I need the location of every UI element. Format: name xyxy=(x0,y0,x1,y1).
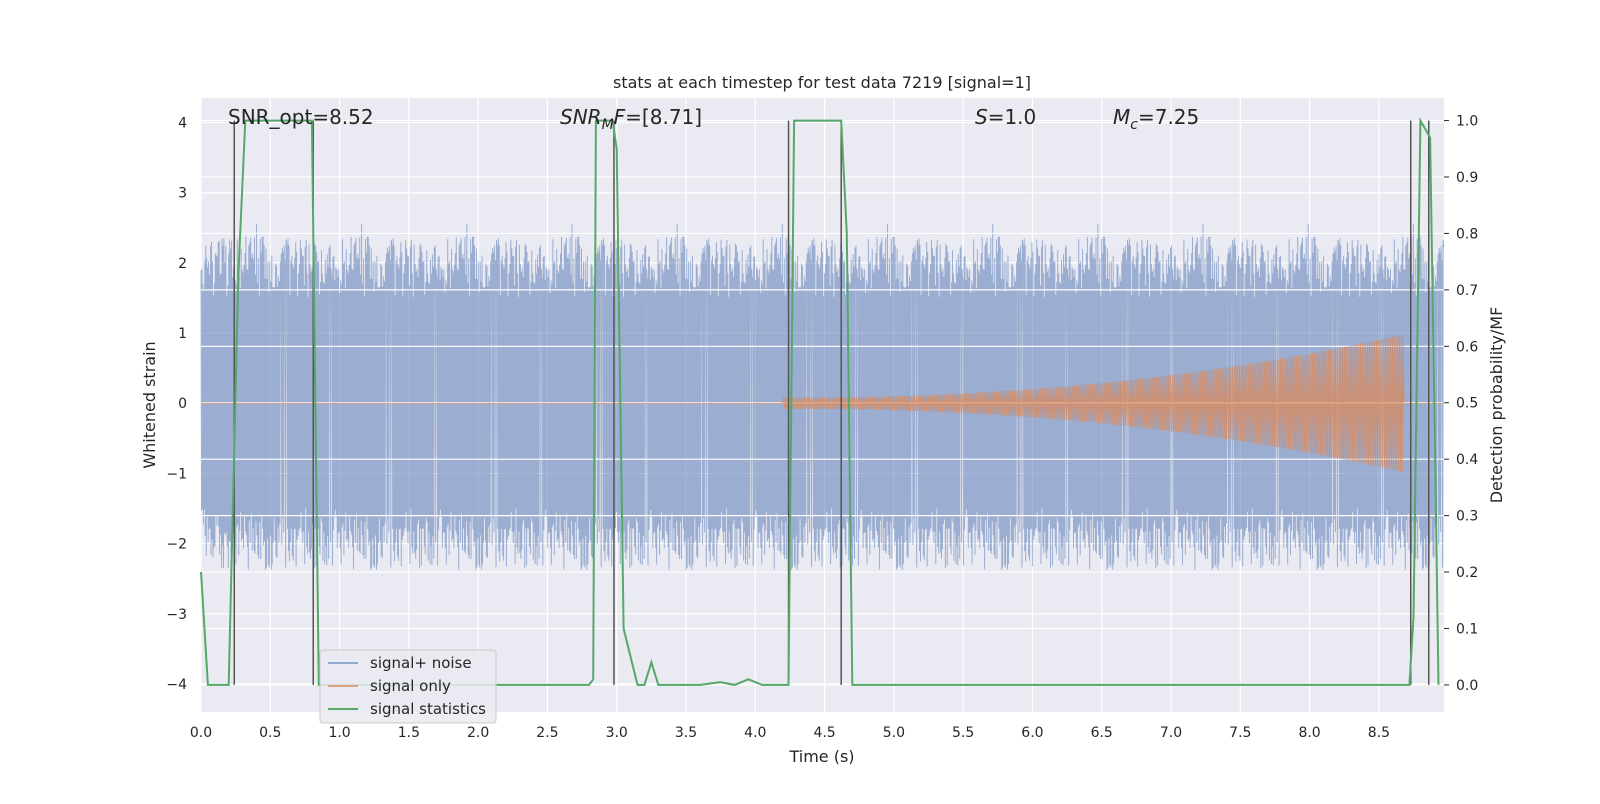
x-tick-label: 2.0 xyxy=(467,725,489,741)
y-tick-label: −4 xyxy=(166,677,187,693)
signal-noise-series xyxy=(200,224,1445,570)
x-tick-label: 2.5 xyxy=(536,725,558,741)
signal-only-line xyxy=(201,334,1444,472)
x-tick-label: 7.0 xyxy=(1160,725,1182,741)
x-tick-label: 0.0 xyxy=(190,725,212,741)
y-tick-label: −3 xyxy=(166,607,187,623)
y-tick-labels: 4 3 2 1 0 −1 −2 −3 −4 xyxy=(166,116,187,693)
legend: signal+ noise signal only signal statist… xyxy=(319,649,497,724)
x-tick-label: 8.0 xyxy=(1298,725,1320,741)
x-tick-label: 8.5 xyxy=(1368,725,1390,741)
x-tick-label: 3.5 xyxy=(675,725,697,741)
y2-tick-label: 0.7 xyxy=(1456,283,1478,299)
x-tick-label: 7.5 xyxy=(1229,725,1251,741)
x-tick-labels: 0.0 0.5 1.0 1.5 2.0 2.5 3.0 3.5 4.0 4.5 5.0 5.5 6.0 6… xyxy=(190,725,1390,741)
y2-tick-labels: 1.0 0.9 0.8 0.7 0.6 0.5 0.4 0.3 0.2 0.1 0.0 xyxy=(1444,114,1478,694)
annotation-s: S=1.0 xyxy=(975,105,1036,129)
x-tick-label: 4.0 xyxy=(744,725,766,741)
x-tick-label: 5.5 xyxy=(952,725,974,741)
y-tick-label: 2 xyxy=(178,256,187,272)
y2-tick-label: 1.0 xyxy=(1456,114,1478,130)
legend-label-stats: signal statistics xyxy=(370,700,486,718)
statistics-line xyxy=(200,116,1440,686)
x-tick-label: 6.0 xyxy=(1021,725,1043,741)
signal-only-series xyxy=(201,334,1444,472)
chart-title: stats at each timestep for test data 721… xyxy=(613,73,1031,92)
y-tick-label: −2 xyxy=(166,537,187,553)
x-tick-label: 1.0 xyxy=(328,725,350,741)
x-tick-label: 6.5 xyxy=(1091,725,1113,741)
x-axis-label: Time (s) xyxy=(788,747,854,766)
x-tick-label: 3.0 xyxy=(606,725,628,741)
y-tick-label: 0 xyxy=(178,396,187,412)
y2-tick-label: 0.9 xyxy=(1456,170,1478,186)
y2-tick-label: 0.5 xyxy=(1456,396,1478,412)
y2-tick-label: 0.3 xyxy=(1456,509,1478,525)
y2-tick-label: 0.2 xyxy=(1456,565,1478,581)
y2-tick-label: 0.1 xyxy=(1456,621,1478,637)
y2-tick-label: 0.6 xyxy=(1456,339,1478,355)
y2-tick-label: 0.4 xyxy=(1456,452,1478,468)
y-tick-label: 3 xyxy=(178,186,187,202)
y2-tick-label: 0.8 xyxy=(1456,226,1478,242)
y-axis-label: Whitened strain xyxy=(140,341,159,468)
y-tick-label: 1 xyxy=(178,326,187,342)
y2-axis-label: Detection probability/MF xyxy=(1487,307,1506,504)
x-tick-label: 0.5 xyxy=(259,725,281,741)
y-tick-label: 4 xyxy=(178,116,187,132)
annotation-snr-opt: SNR_opt=8.52 xyxy=(228,105,374,129)
y-tick-label: −1 xyxy=(166,466,187,482)
legend-label-signal: signal only xyxy=(370,677,451,695)
signal-statistics-series xyxy=(200,116,1440,686)
legend-label-noise: signal+ noise xyxy=(370,654,472,672)
x-tick-label: 1.5 xyxy=(398,725,420,741)
annotation-snr-mf: SNRMF=[8.71] xyxy=(560,105,702,133)
noise-line xyxy=(200,224,1445,570)
y2-tick-label: 0.0 xyxy=(1456,678,1478,694)
annotation-mc: Mc=7.25 xyxy=(1113,105,1199,133)
x-tick-label: 5.0 xyxy=(883,725,905,741)
x-tick-label: 4.5 xyxy=(813,725,835,741)
legend-box xyxy=(319,649,497,724)
